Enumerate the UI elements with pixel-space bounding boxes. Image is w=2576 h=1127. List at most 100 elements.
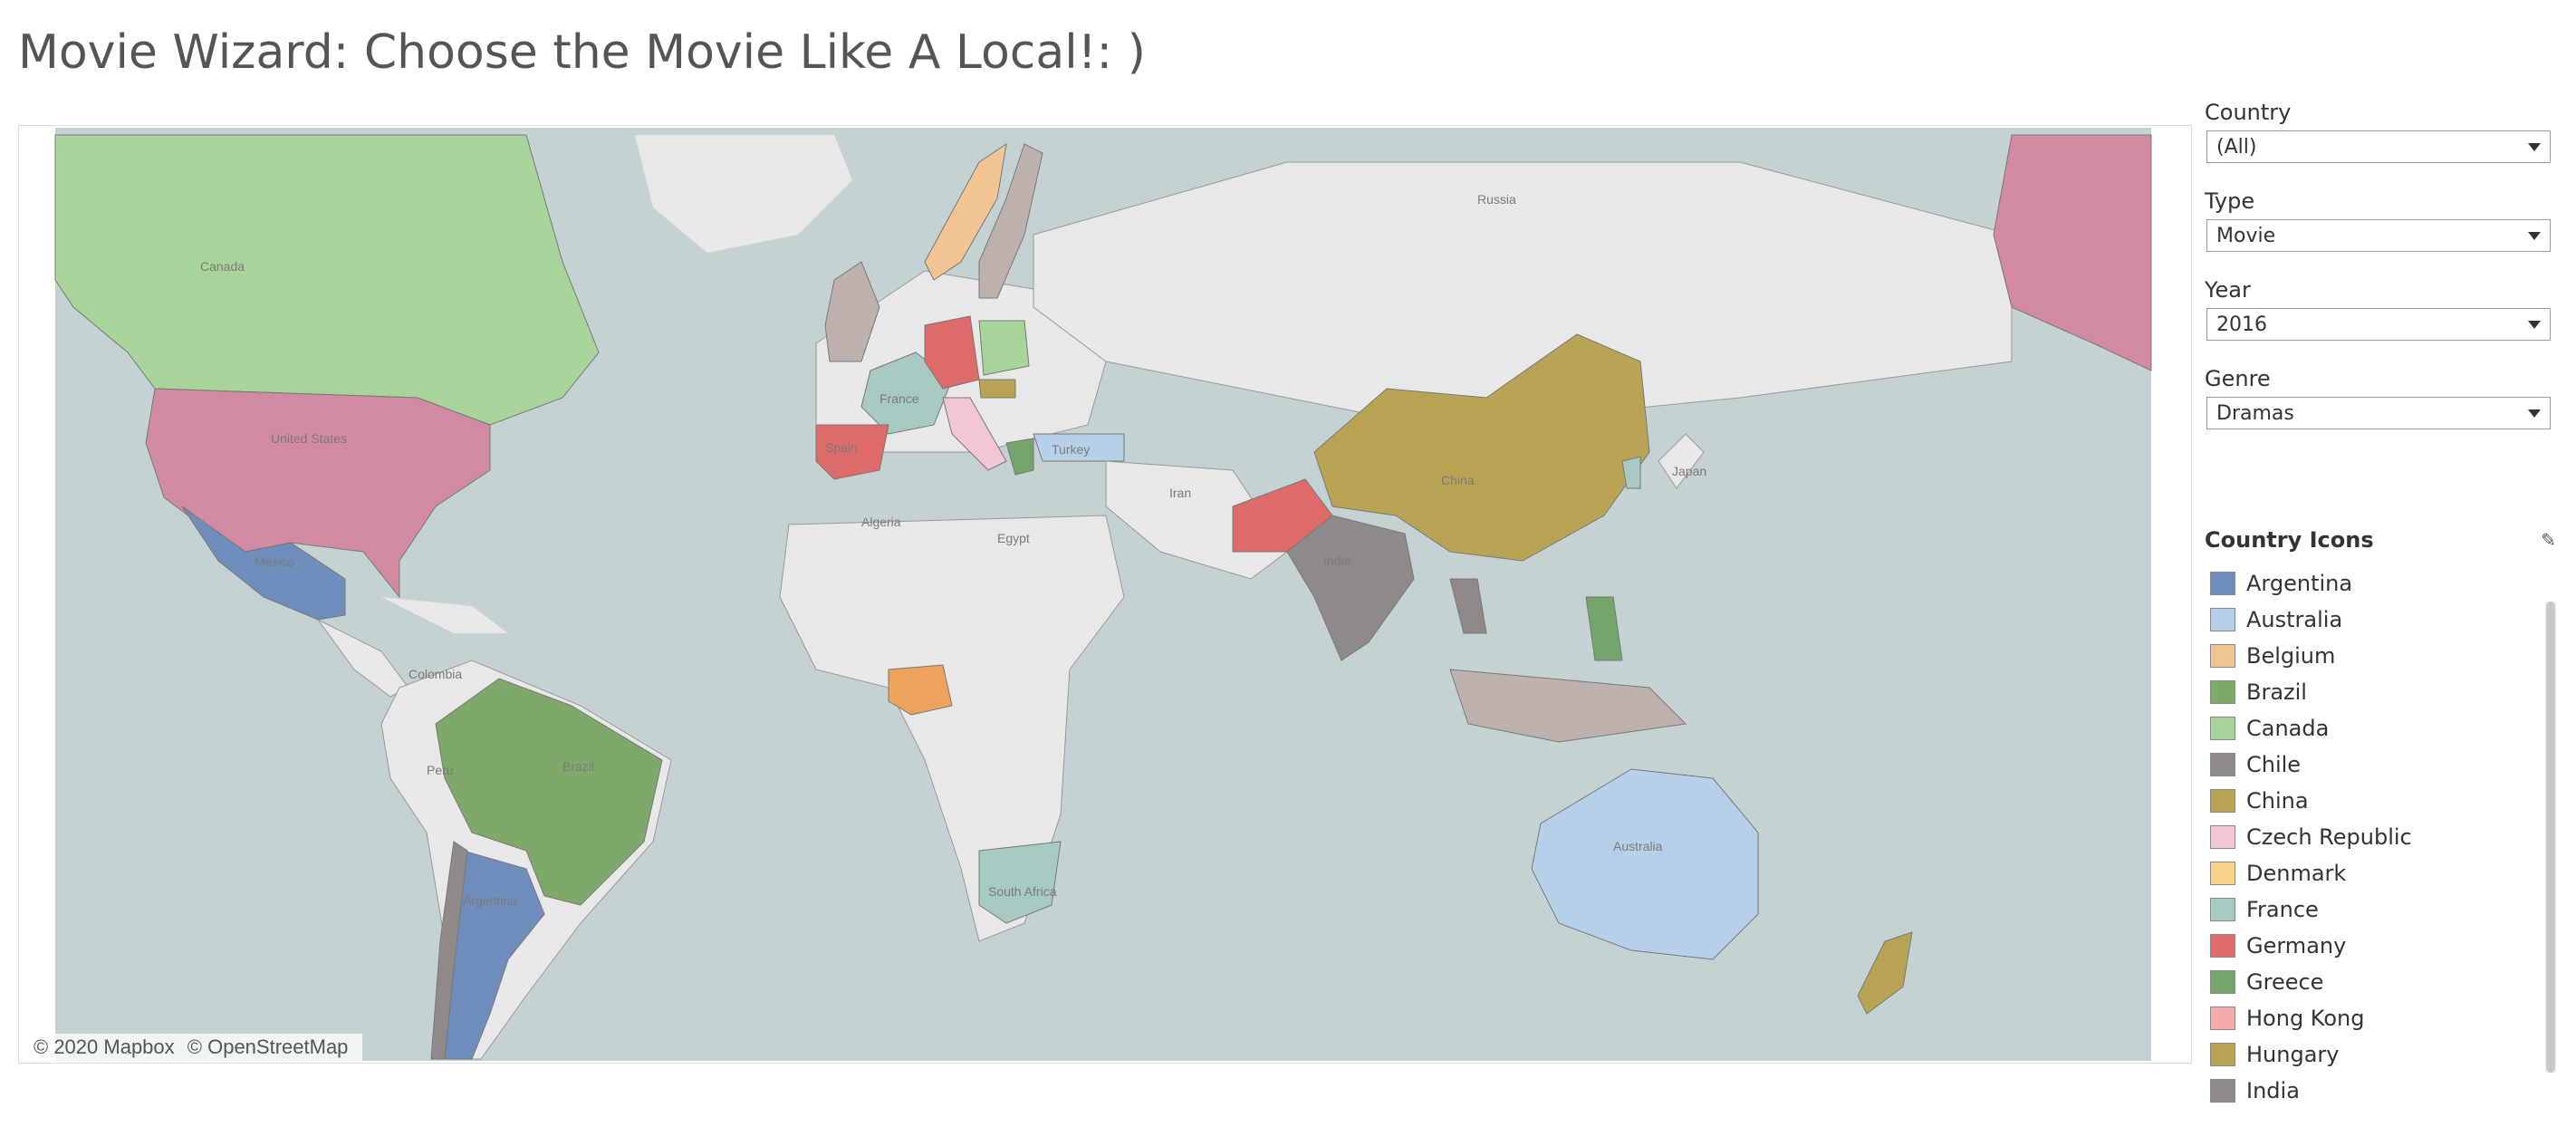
country-turkey[interactable] (1033, 433, 1125, 462)
africa (779, 515, 1125, 942)
chevron-down-icon (2528, 320, 2541, 329)
country-australia[interactable] (1531, 768, 1759, 960)
country-chile[interactable] (430, 841, 468, 1060)
legend-list[interactable]: Argentina Australia Belgium Brazil Canada Chi… (2205, 565, 2567, 1127)
country-south-korea[interactable] (1621, 456, 1641, 489)
legend-item[interactable]: France (2205, 891, 2567, 928)
legend-item-label: Chile (2246, 752, 2302, 777)
country-philippines[interactable] (1585, 596, 1623, 661)
legend-item-label: China (2246, 788, 2309, 814)
label-china: China (1441, 473, 1475, 487)
greenland (635, 135, 852, 253)
filter-type: Type Movie (2205, 188, 2567, 252)
country-brazil[interactable] (435, 678, 663, 906)
country-poland[interactable] (978, 320, 1030, 376)
label-argentina: Argentina (463, 893, 517, 908)
genre-dropdown[interactable]: Dramas (2206, 397, 2551, 429)
legend-item[interactable]: Czech Republic (2205, 819, 2567, 855)
legend-swatch (2210, 825, 2235, 849)
legend-item[interactable]: China (2205, 783, 2567, 819)
legend-scroll-thumb[interactable] (2546, 602, 2555, 1073)
legend-item[interactable]: Australia (2205, 602, 2567, 638)
country-alaska[interactable] (1993, 134, 2152, 371)
label-france: France (879, 391, 919, 406)
legend-swatch (2210, 789, 2235, 813)
legend-item-label: Belgium (2246, 643, 2336, 669)
label-iran: Iran (1169, 486, 1191, 500)
country-legend: Country Icons ✎ Argentina Australia Belgiu… (2205, 527, 2567, 1127)
label-south-africa: South Africa (988, 884, 1057, 899)
year-dropdown-value: 2016 (2216, 313, 2267, 336)
filter-country-label: Country (2205, 100, 2292, 125)
legend-item-label: Greece (2246, 969, 2324, 995)
legend-title: Country Icons (2205, 527, 2374, 553)
label-mexico: Mexico (255, 554, 295, 569)
legend-item[interactable]: India (2205, 1073, 2567, 1109)
legend-item-label: Denmark (2246, 861, 2347, 886)
country-thailand[interactable] (1449, 578, 1487, 634)
openstreetmap-attribution[interactable]: © OpenStreetMap (187, 1035, 349, 1058)
country-spain[interactable] (815, 424, 889, 480)
legend-item-label: Australia (2246, 607, 2343, 632)
legend-item[interactable]: Chile (2205, 747, 2567, 783)
map-canvas[interactable]: Russia Canada United States Mexico Egypt… (19, 126, 2191, 1063)
legend-item-label: Hungary (2246, 1042, 2340, 1067)
type-dropdown[interactable]: Movie (2206, 219, 2551, 252)
year-dropdown[interactable]: 2016 (2206, 308, 2551, 341)
legend-swatch (2210, 1007, 2235, 1030)
legend-scrollbar[interactable] (2545, 602, 2556, 1073)
country-italy[interactable] (942, 397, 1007, 471)
label-egypt: Egypt (997, 531, 1030, 545)
country-france[interactable] (860, 352, 953, 435)
label-colombia: Colombia (409, 667, 462, 681)
legend-item-label: Hong Kong (2246, 1006, 2365, 1031)
country-south-africa[interactable] (978, 841, 1062, 924)
country-germany[interactable] (924, 315, 980, 390)
dashboard-title: Movie Wizard: Choose the Movie Like A Lo… (18, 25, 1146, 80)
legend-swatch (2210, 1043, 2235, 1066)
legend-item[interactable]: Brazil (2205, 674, 2567, 710)
chevron-down-icon (2528, 231, 2541, 240)
filter-genre-label: Genre (2205, 366, 2271, 391)
japan (1658, 433, 1705, 489)
legend-item[interactable]: Hong Kong (2205, 1000, 2567, 1036)
legend-header: Country Icons ✎ (2205, 527, 2567, 553)
country-india[interactable] (1286, 515, 1415, 661)
country-new-zealand[interactable] (1857, 931, 1913, 1015)
label-brazil: Brazil (562, 759, 594, 774)
legend-item[interactable]: Hungary (2205, 1036, 2567, 1073)
label-australia: Australia (1613, 839, 1663, 853)
legend-swatch (2210, 680, 2235, 704)
legend-swatch (2210, 1079, 2235, 1103)
country-greece[interactable] (1005, 438, 1034, 476)
country-mexico[interactable] (181, 506, 346, 621)
country-uk[interactable] (824, 261, 880, 362)
genre-dropdown-value: Dramas (2216, 401, 2294, 425)
country-hungary[interactable] (978, 379, 1016, 399)
legend-item[interactable]: Canada (2205, 710, 2567, 747)
legend-swatch (2210, 970, 2235, 994)
legend-item[interactable]: Germany (2205, 928, 2567, 964)
country-dropdown[interactable]: (All) (2206, 130, 2551, 163)
country-sweden[interactable] (978, 143, 1043, 299)
label-japan: Japan (1672, 464, 1706, 478)
legend-item[interactable]: Argentina (2205, 565, 2567, 602)
type-dropdown-value: Movie (2216, 224, 2276, 247)
mapbox-attribution[interactable]: © 2020 Mapbox (34, 1035, 175, 1058)
label-turkey: Turkey (1052, 442, 1090, 457)
legend-item-label: Germany (2246, 933, 2347, 958)
filter-country: Country (All) (2205, 100, 2567, 163)
country-dropdown-value: (All) (2216, 135, 2257, 159)
country-indonesia[interactable] (1449, 669, 1687, 743)
map-attribution[interactable]: © 2020 Mapbox © OpenStreetMap (26, 1034, 363, 1061)
country-norway[interactable] (924, 142, 1007, 281)
country-nigeria[interactable] (888, 664, 953, 716)
chevron-down-icon (2528, 142, 2541, 151)
world-map[interactable]: Russia Canada United States Mexico Egypt… (18, 125, 2192, 1064)
country-usa[interactable] (145, 388, 491, 599)
legend-swatch (2210, 644, 2235, 668)
legend-item[interactable]: Belgium (2205, 638, 2567, 674)
legend-item[interactable]: Greece (2205, 964, 2567, 1000)
pencil-icon[interactable]: ✎ (2541, 529, 2556, 551)
legend-item[interactable]: Denmark (2205, 855, 2567, 891)
